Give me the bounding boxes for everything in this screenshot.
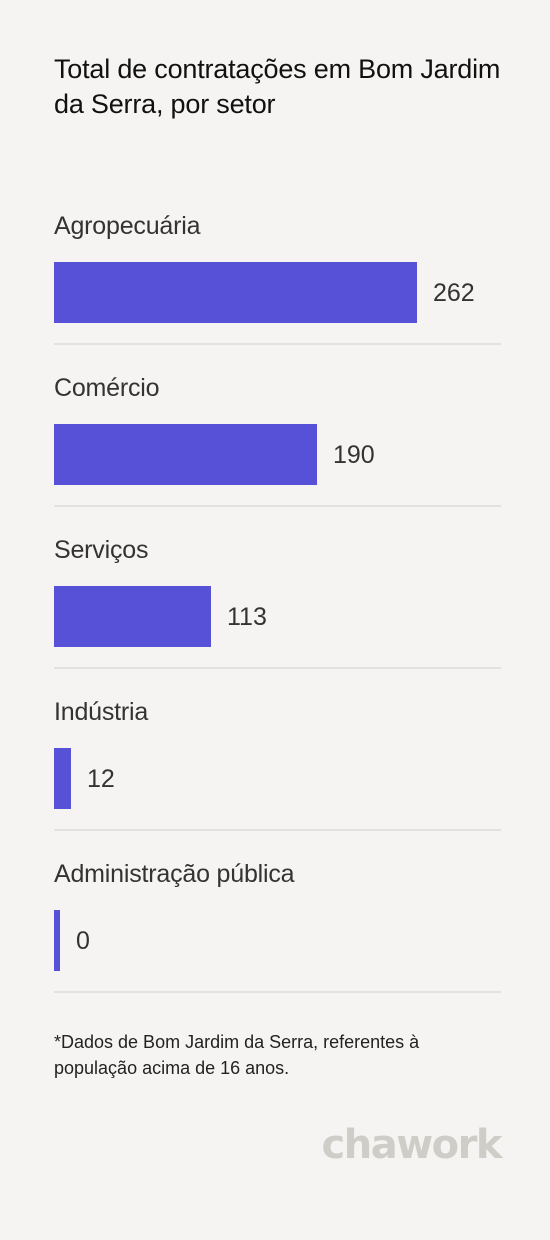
value-label: 190 <box>333 441 375 469</box>
category-label: Agropecuária <box>54 212 201 240</box>
row-separator <box>54 667 501 669</box>
row-separator <box>54 991 501 993</box>
value-label: 12 <box>87 765 115 793</box>
bar <box>54 424 317 485</box>
value-label: 0 <box>76 927 90 955</box>
bar <box>54 586 211 647</box>
row-separator <box>54 829 501 831</box>
value-label: 113 <box>227 603 267 631</box>
bar <box>54 262 417 323</box>
row-separator <box>54 505 501 507</box>
category-label: Administração pública <box>54 860 295 888</box>
category-label: Serviços <box>54 536 149 564</box>
value-label: 262 <box>433 279 475 307</box>
bar <box>54 910 60 971</box>
category-label: Indústria <box>54 698 149 726</box>
bar <box>54 748 71 809</box>
chawork-logo: chawork <box>321 1122 503 1168</box>
footnote: *Dados de Bom Jardim da Serra, referente… <box>54 1032 420 1078</box>
bar-chart: Agropecuária 262 Comércio 190 Serviços 113 Ind… <box>54 0 501 1000</box>
row-separator <box>54 343 501 345</box>
category-label: Comércio <box>54 374 160 402</box>
chart-title: Total de contratações em Bom Jardim da S… <box>54 54 501 119</box>
